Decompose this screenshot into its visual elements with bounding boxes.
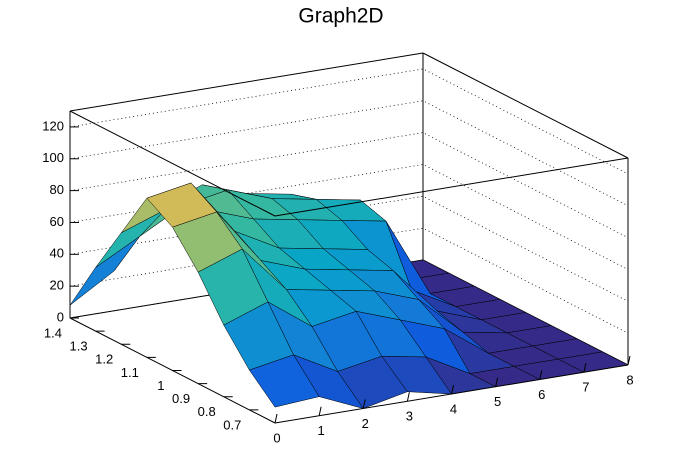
- x-tick-label: 1: [318, 423, 325, 438]
- z-tick-label: 80: [50, 182, 64, 197]
- z-tick-label: 120: [42, 118, 64, 133]
- x-tick: [539, 370, 543, 380]
- y-tick-label: 0.7: [223, 417, 241, 432]
- x-tick: [627, 355, 631, 366]
- z-tick-label: 20: [50, 278, 64, 293]
- x-tick-label: 2: [362, 416, 369, 431]
- x-tick-label: 8: [626, 372, 633, 387]
- x-tick: [406, 392, 410, 402]
- x-tick: [583, 363, 587, 373]
- x-tick: [362, 399, 366, 409]
- x-tick-label: 7: [582, 380, 589, 395]
- box-edge: [69, 52, 424, 112]
- box-edge: [69, 110, 276, 217]
- x-tick: [495, 377, 499, 387]
- z-tick-label: 40: [50, 246, 64, 261]
- x-tick-label: 3: [406, 409, 413, 424]
- y-tick-label: 1.1: [121, 365, 139, 380]
- x-tick: [451, 384, 454, 395]
- x-tick-label: 5: [494, 394, 501, 409]
- box-edge: [422, 52, 629, 159]
- z-tick-label: 60: [50, 214, 64, 229]
- surface-cell: [248, 354, 320, 408]
- y-tick-label: 1.3: [70, 339, 88, 354]
- chart-title: Graph2D: [298, 5, 383, 28]
- box-edge: [274, 157, 629, 217]
- x-tick: [318, 406, 322, 416]
- x-tick: [274, 413, 278, 424]
- x-tick-label: 0: [273, 430, 280, 445]
- x-tick-label: 6: [538, 387, 545, 402]
- y-tick-label: 1.4: [44, 325, 62, 340]
- y-tick-label: 0.8: [198, 404, 216, 419]
- y-tick-label: 1.2: [95, 352, 113, 367]
- z-tick-label: 0: [57, 309, 64, 324]
- z-tick-label: 100: [42, 150, 64, 165]
- x-tick-label: 4: [450, 401, 457, 416]
- y-tick-label: 1: [157, 378, 164, 393]
- y-tick-label: 0.9: [172, 391, 190, 406]
